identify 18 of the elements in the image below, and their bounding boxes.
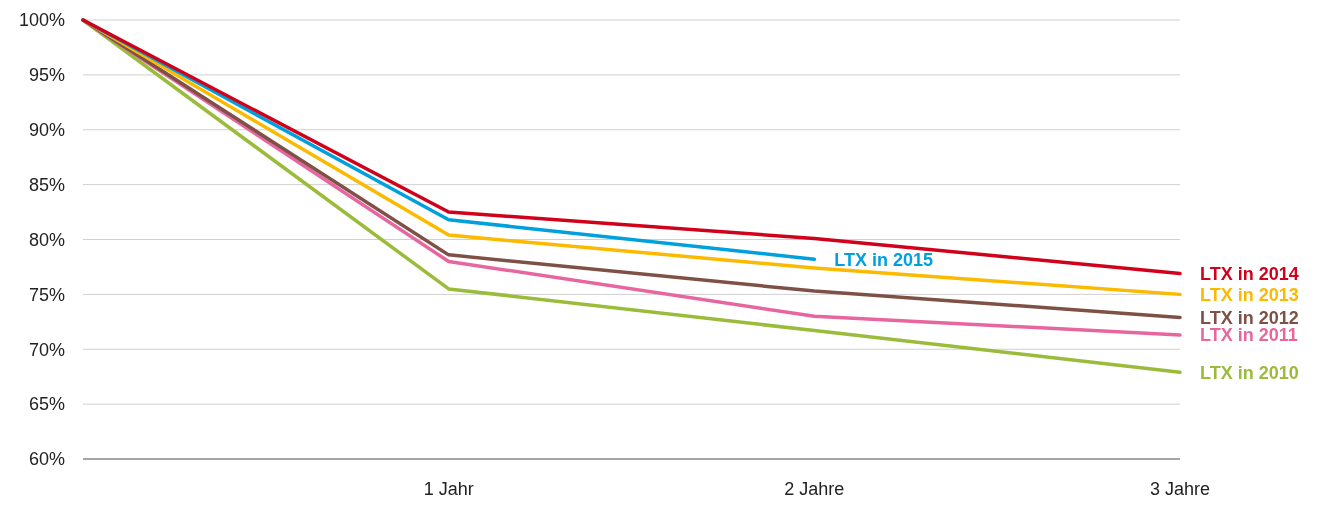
series-label: LTX in 2013 [1200, 284, 1299, 305]
y-tick-label: 100% [18, 10, 65, 31]
y-tick-label: 65% [28, 394, 65, 415]
series-label: LTX in 2012 [1200, 307, 1299, 328]
y-tick-label: 85% [28, 174, 65, 195]
x-tick-label: 1 Jahr [423, 479, 474, 499]
series-label: LTX in 2010 [1200, 362, 1299, 383]
y-tick-label: 70% [28, 339, 65, 360]
series-label: LTX in 2014 [1200, 263, 1299, 284]
x-tick-label: 2 Jahre [784, 479, 845, 499]
y-tick-label: 90% [28, 120, 65, 141]
y-tick-label: 80% [28, 229, 65, 250]
x-tick-label: 3 Jahre [1149, 479, 1211, 499]
y-tick-label: 95% [28, 65, 65, 86]
series-label: LTX in 2011 [1200, 325, 1298, 346]
y-tick-label: 75% [28, 284, 65, 305]
y-tick-label: 60% [28, 449, 65, 470]
series-label: LTX in 2015 [834, 249, 934, 270]
